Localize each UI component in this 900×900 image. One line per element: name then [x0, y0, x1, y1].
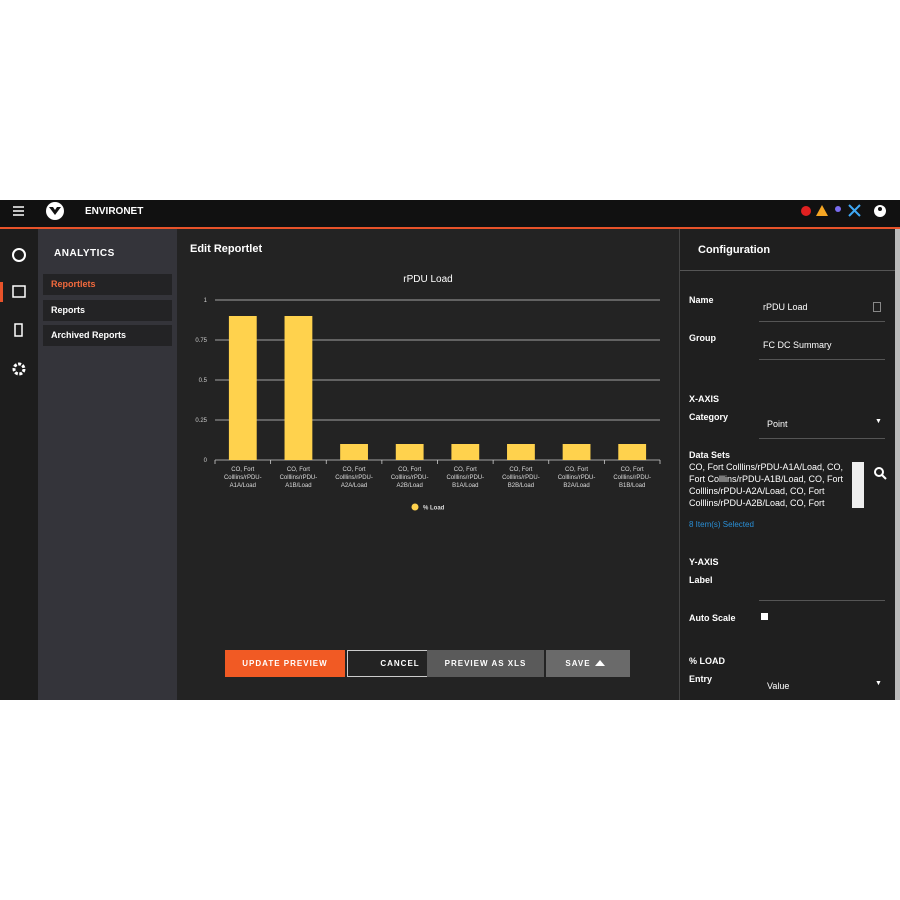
- y-tick-label: 0.25: [195, 418, 207, 424]
- logo-mark: [49, 207, 61, 215]
- menu-item[interactable]: Archived Reports: [43, 325, 172, 346]
- underline: [759, 438, 885, 439]
- bar: [618, 444, 647, 460]
- icon-rail: [0, 229, 38, 700]
- button[interactable]: SAVE: [546, 650, 630, 677]
- category-labels: CO, Fort Colllins/rPDU-A1A/Load CO, Fort …: [177, 260, 679, 520]
- select-value[interactable]: Value: [767, 681, 790, 691]
- field-icon[interactable]: [873, 302, 881, 312]
- x-tick-label: CO, Fort Colllins/rPDU-B1A/Load: [446, 467, 485, 489]
- section-heading: X-AXIS: [689, 394, 720, 404]
- users-icon[interactable]: [835, 206, 841, 212]
- bar: [395, 444, 424, 460]
- menu-icon[interactable]: [13, 206, 24, 216]
- field-label: Label: [689, 575, 713, 585]
- button[interactable]: UPDATE PREVIEW: [225, 650, 345, 677]
- section-heading: Y-AXIS: [689, 557, 719, 567]
- select-value[interactable]: Point: [767, 419, 788, 429]
- bar: [340, 444, 368, 460]
- caret-up: [595, 660, 605, 666]
- button[interactable]: PREVIEW AS XLS: [427, 650, 544, 677]
- selected-count[interactable]: 8 Item(s) Selected: [689, 520, 754, 529]
- settings-icon[interactable]: [12, 362, 26, 376]
- scrollbar: [895, 229, 900, 700]
- x-tick-label: CO, Fort Colllins/rPDU-B2B/Load: [502, 467, 540, 489]
- field-label: Entry: [689, 674, 713, 684]
- legend-label: % Load: [423, 506, 445, 512]
- x-tick-label: CO, Fort Colllins/rPDU-B2A/Load: [557, 467, 596, 489]
- user-icon-head: [878, 207, 882, 211]
- select-arrow: ▼: [875, 680, 882, 687]
- y-tick-label: 1: [204, 298, 208, 304]
- x-tick-label: CO, Fort Colllins/rPDU-A2A/Load: [335, 467, 373, 489]
- config-title: Configuration: [698, 244, 771, 256]
- menu-item[interactable]: Reportlets: [43, 274, 172, 295]
- chart: rPDU Load 0 0.25 0.5 0.75 1 % Load: [195, 274, 661, 512]
- select-arrow: ▼: [875, 418, 882, 425]
- bar: [451, 444, 480, 460]
- brand: ENVIRONET: [85, 206, 144, 217]
- field-label: Data Sets: [689, 450, 731, 460]
- underline: [759, 600, 885, 601]
- analytics-icon[interactable]: [12, 285, 26, 298]
- chart-title: rPDU Load: [403, 274, 452, 285]
- checkbox[interactable]: [761, 613, 768, 620]
- field-label: Name: [689, 295, 714, 305]
- list-scrollbar[interactable]: [852, 462, 864, 508]
- x-tick-label: CO, Fort Colllins/rPDU-A1A/Load: [223, 467, 262, 489]
- field-label: Auto Scale: [689, 613, 736, 623]
- x-tick-label: CO, Fort Colllins/rPDU-B1B/Load: [613, 467, 652, 489]
- y-tick-label: 0.75: [195, 338, 207, 344]
- field-label: Group: [689, 333, 716, 343]
- bar: [228, 316, 257, 460]
- divider: [680, 270, 895, 271]
- dashboard-icon[interactable]: [12, 248, 26, 262]
- devices-icon[interactable]: [14, 323, 23, 337]
- sidebar-title: ANALYTICS: [54, 248, 115, 259]
- top-icons: [13, 202, 886, 220]
- alarm-icon[interactable]: [801, 206, 811, 216]
- rail-icons: [12, 248, 26, 376]
- underline: [759, 359, 885, 360]
- page-title: Edit Reportlet: [190, 243, 263, 255]
- legend-swatch: [411, 503, 419, 511]
- menu-item[interactable]: Reports: [43, 300, 172, 321]
- top-bar: [0, 200, 900, 229]
- field-value[interactable]: FC DC Summary: [763, 340, 832, 350]
- bar: [507, 444, 535, 460]
- field-value[interactable]: rPDU Load: [763, 302, 808, 312]
- bar: [284, 316, 313, 460]
- warning-icon[interactable]: [816, 205, 828, 216]
- underline: [759, 321, 885, 322]
- data-sets-list[interactable]: CO, Fort Colllins/rPDU-A1A/Load, CO, For…: [689, 462, 844, 508]
- y-tick-label: 0.5: [199, 378, 208, 384]
- search-icon[interactable]: [873, 466, 887, 480]
- y-tick-label: 0: [204, 458, 208, 464]
- tools-icon[interactable]: [848, 204, 861, 217]
- field-label: Category: [689, 412, 729, 422]
- section-heading: % LOAD: [689, 656, 725, 666]
- bar: [562, 444, 591, 460]
- x-tick-label: CO, Fort Colllins/rPDU-A1B/Load: [279, 467, 318, 489]
- active-indicator: [0, 282, 3, 302]
- x-tick-label: CO, Fort Colllins/rPDU-A2B/Load: [390, 467, 429, 489]
